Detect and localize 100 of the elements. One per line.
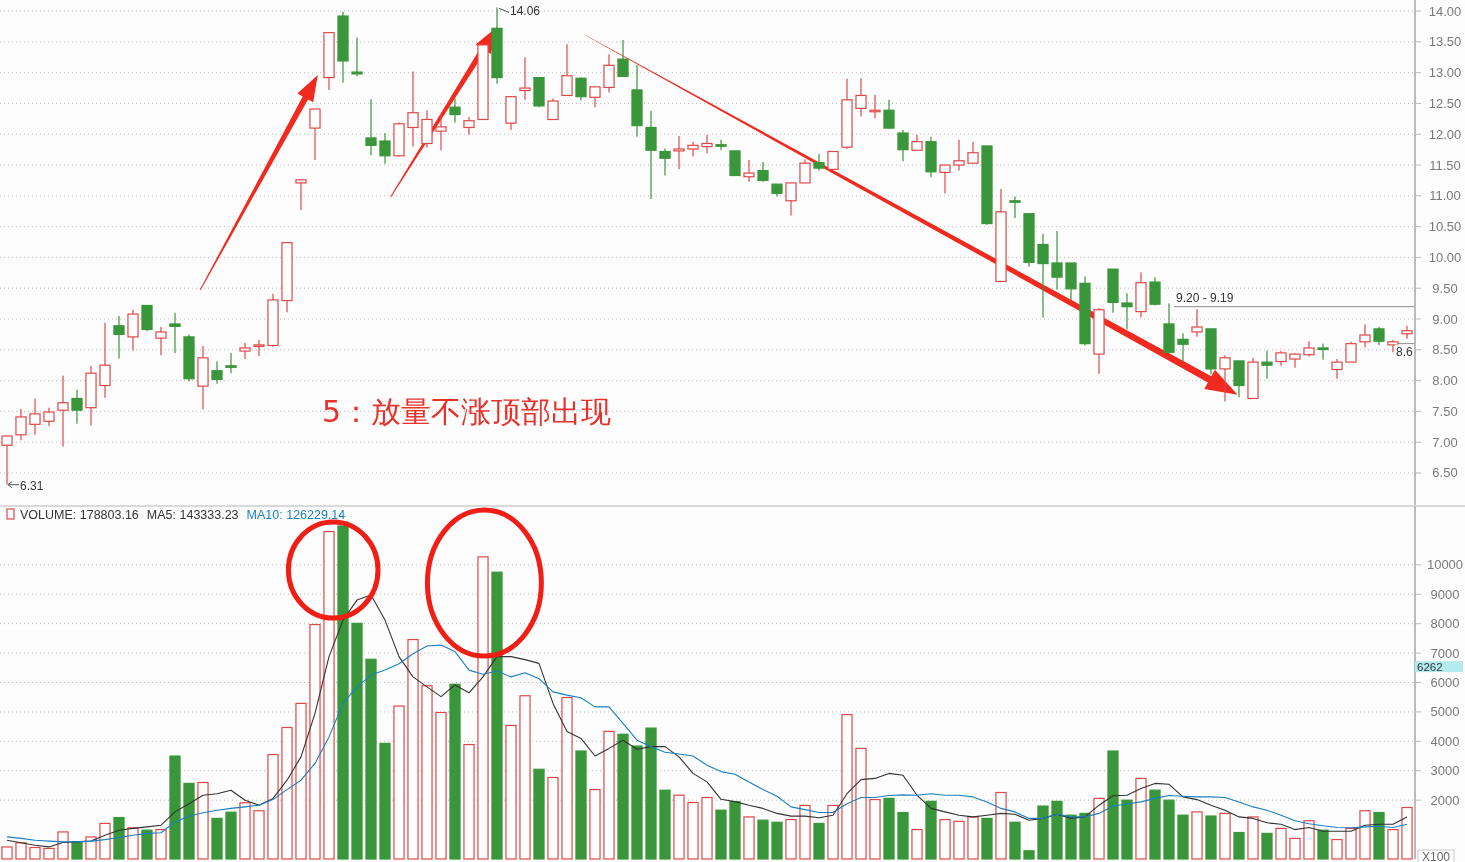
candlestick xyxy=(1149,276,1161,307)
bar xyxy=(785,818,797,860)
candlestick xyxy=(99,322,111,399)
bar xyxy=(575,750,587,860)
bar xyxy=(421,685,433,860)
candlestick xyxy=(365,98,377,156)
bar xyxy=(869,798,881,860)
annotation: 6.31 xyxy=(20,478,44,493)
candlestick xyxy=(155,326,167,356)
bar xyxy=(743,816,755,860)
bar xyxy=(967,816,979,860)
y-tick-label: 8000 xyxy=(1430,616,1460,632)
candlestick xyxy=(435,114,447,151)
y-tick-label: 7.50 xyxy=(1432,403,1458,419)
bar xyxy=(29,846,41,860)
text: 6262 xyxy=(1417,660,1443,673)
y-tick-label: 9000 xyxy=(1430,586,1460,602)
candlestick xyxy=(603,53,615,93)
candlestick xyxy=(169,312,181,354)
bar xyxy=(673,794,685,860)
bar xyxy=(155,828,167,860)
y-tick-label: 10.00 xyxy=(1428,249,1462,265)
candlestick xyxy=(547,97,559,121)
candlestick xyxy=(407,70,419,148)
y-tick-label: 5000 xyxy=(1430,704,1460,720)
bar xyxy=(1373,811,1385,860)
bar xyxy=(141,829,153,860)
bar xyxy=(309,623,321,860)
y-tick-label: 13.00 xyxy=(1428,65,1462,81)
bar xyxy=(1163,799,1175,860)
candlestick xyxy=(953,139,965,172)
bar xyxy=(533,768,545,860)
bar xyxy=(197,781,209,860)
bar xyxy=(225,811,237,860)
bar xyxy=(617,733,629,860)
bar xyxy=(1205,815,1217,860)
bar xyxy=(715,809,727,860)
bar xyxy=(1009,821,1021,860)
bar xyxy=(57,831,69,860)
bar xyxy=(99,822,111,860)
bar xyxy=(547,776,559,860)
bar xyxy=(1079,812,1091,860)
bar xyxy=(1401,806,1413,860)
bar xyxy=(799,804,811,860)
candlestick xyxy=(1345,341,1357,363)
text: MA5: 143333.23 xyxy=(146,508,239,522)
y-tick-label: 11.00 xyxy=(1429,188,1461,204)
candlestick xyxy=(211,360,223,385)
bar xyxy=(841,713,853,860)
bar xyxy=(813,822,825,860)
bar xyxy=(253,810,265,860)
candlestick xyxy=(225,352,237,374)
candlestick xyxy=(799,158,811,184)
y-tick-label: 2000 xyxy=(1430,792,1460,808)
candlestick xyxy=(1359,323,1371,348)
bar xyxy=(1233,831,1245,860)
candlestick xyxy=(561,43,573,97)
bar xyxy=(939,818,951,860)
bar xyxy=(659,789,671,860)
candlestick xyxy=(897,129,909,162)
bar xyxy=(43,847,55,860)
candlestick xyxy=(1,435,13,486)
candlestick xyxy=(1219,354,1231,403)
bar xyxy=(687,801,699,860)
bar xyxy=(1387,828,1399,860)
bar xyxy=(113,816,125,860)
candlestick xyxy=(1037,233,1049,319)
bar xyxy=(1317,829,1329,860)
candlestick xyxy=(239,342,251,360)
candlestick xyxy=(1331,358,1343,380)
bar xyxy=(925,800,937,860)
bar xyxy=(855,747,867,860)
y-tick-label: 11.50 xyxy=(1429,157,1461,173)
y-tick-label: 6.50 xyxy=(1432,465,1458,481)
bar xyxy=(71,841,83,860)
bar xyxy=(127,827,139,860)
bar xyxy=(911,828,923,860)
bar xyxy=(1345,827,1357,860)
candlestick xyxy=(1401,325,1413,340)
bar xyxy=(1261,832,1273,860)
candlestick xyxy=(687,141,699,158)
bar xyxy=(1065,814,1077,860)
candlestick xyxy=(295,179,307,211)
candlestick xyxy=(29,397,41,436)
bar xyxy=(1177,814,1189,860)
y-tick-label: 9.50 xyxy=(1432,280,1458,296)
bar xyxy=(1275,827,1287,860)
ref-line-label: 9.20 - 9.19 xyxy=(1176,290,1234,305)
bar xyxy=(1121,799,1133,860)
ref-line-label: 8.6 xyxy=(1395,344,1413,359)
bar xyxy=(589,788,601,860)
bar xyxy=(729,801,741,860)
bar xyxy=(757,819,769,860)
bar xyxy=(449,683,461,860)
y-tick-label: 4000 xyxy=(1430,733,1460,749)
y-tick-label: 6000 xyxy=(1430,675,1460,690)
bar xyxy=(603,730,615,860)
bar xyxy=(379,742,391,860)
y-tick-label: 9.00 xyxy=(1432,311,1458,327)
bar xyxy=(85,836,97,860)
